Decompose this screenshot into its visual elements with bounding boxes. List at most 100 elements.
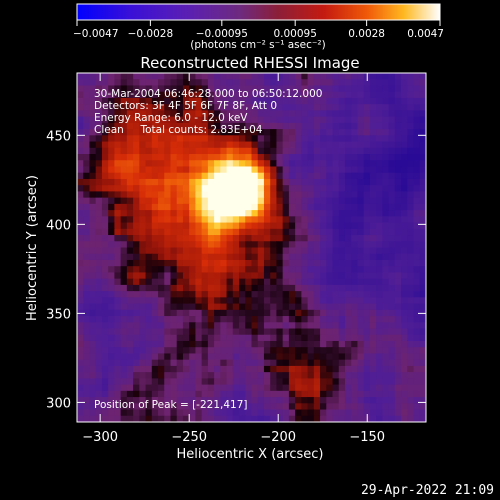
heatmap-cell — [89, 178, 97, 186]
heatmap-cell — [220, 91, 228, 99]
heatmap-cell — [114, 241, 122, 248]
heatmap-cell — [145, 359, 153, 367]
heatmap-cell — [407, 116, 415, 124]
heatmap-cell — [114, 110, 122, 118]
heatmap-cell — [276, 178, 284, 186]
heatmap-cell — [158, 309, 165, 317]
heatmap-cell — [394, 353, 402, 361]
heatmap-cell — [307, 334, 315, 342]
heatmap-cell — [357, 247, 365, 255]
heatmap-cell — [332, 191, 340, 199]
heatmap-cell — [288, 116, 296, 124]
heatmap-cell — [320, 309, 327, 317]
heatmap-cell — [182, 172, 190, 180]
heatmap-cell — [394, 197, 402, 205]
heatmap-cell — [245, 160, 252, 167]
heatmap-cell — [388, 147, 396, 155]
heatmap-cell — [114, 141, 122, 149]
heatmap-cell — [369, 104, 377, 111]
heatmap-cell — [344, 73, 352, 80]
heatmap-cell — [419, 235, 426, 242]
heatmap-cell — [77, 372, 84, 379]
heatmap-cell — [363, 97, 371, 105]
heatmap-cell — [376, 154, 383, 161]
heatmap-cell — [282, 384, 290, 392]
heatmap-cell — [363, 340, 371, 348]
heatmap-cell — [351, 197, 358, 205]
heatmap-cell — [139, 79, 147, 86]
heatmap-cell — [214, 228, 221, 236]
heatmap-cell — [145, 172, 153, 180]
heatmap-cell — [151, 73, 159, 80]
heatmap-cell — [332, 210, 340, 217]
heatmap-cell — [226, 365, 234, 373]
heatmap-cell — [114, 97, 122, 105]
heatmap-cell — [89, 266, 97, 273]
heatmap-cell — [338, 359, 346, 367]
heatmap-cell — [189, 197, 196, 205]
heatmap-cell — [320, 216, 327, 224]
heatmap-cell — [301, 160, 309, 167]
heatmap-cell — [139, 97, 147, 105]
heatmap-cell — [133, 409, 140, 417]
heatmap-cell — [239, 334, 246, 342]
heatmap-cell — [263, 403, 271, 411]
heatmap-cell — [89, 291, 97, 298]
heatmap-cell — [282, 403, 290, 411]
heatmap-cell — [108, 278, 115, 286]
heatmap-cell — [170, 197, 178, 205]
heatmap-cell — [295, 316, 302, 323]
heatmap-cell — [413, 104, 421, 111]
heatmap-cell — [139, 185, 147, 192]
heatmap-cell — [151, 210, 159, 217]
heatmap-cell — [344, 372, 352, 379]
heatmap-cell — [245, 104, 252, 111]
heatmap-cell — [263, 154, 271, 161]
heatmap-cell — [195, 79, 203, 86]
heatmap-cell — [326, 365, 334, 373]
heatmap-cell — [133, 97, 140, 105]
heatmap-cell — [313, 359, 321, 367]
heatmap-cell — [239, 185, 246, 192]
heatmap-cell — [369, 210, 377, 217]
heatmap-cell — [351, 259, 358, 267]
heatmap-cell — [257, 110, 265, 118]
colorbar-tick-label: −0.0047 — [73, 28, 119, 40]
heatmap-cell — [133, 154, 140, 161]
heatmap-cell — [301, 253, 309, 261]
heatmap-cell — [232, 122, 240, 130]
heatmap-cell — [419, 353, 426, 361]
heatmap-cell — [220, 166, 228, 174]
heatmap-cell — [145, 403, 153, 411]
heatmap-cell — [288, 104, 296, 111]
heatmap-cell — [344, 241, 352, 248]
heatmap-cell — [307, 91, 315, 99]
heatmap-cell — [413, 166, 421, 174]
heatmap-cell — [351, 73, 358, 80]
heatmap-cell — [351, 91, 358, 99]
heatmap-cell — [220, 409, 228, 417]
heatmap-cell — [77, 91, 84, 99]
heatmap-cell — [295, 129, 302, 136]
heatmap-cell — [351, 415, 358, 422]
heatmap-cell — [413, 210, 421, 217]
heatmap-cell — [158, 347, 165, 354]
heatmap-cell — [338, 284, 346, 292]
colorbar-tick-label: −0.00095 — [196, 28, 248, 40]
heatmap-cell — [170, 266, 178, 273]
heatmap-cell — [145, 91, 153, 99]
heatmap-cell — [369, 340, 377, 348]
heatmap-cell — [282, 253, 290, 261]
heatmap-cell — [214, 135, 221, 143]
heatmap-cell — [145, 241, 153, 248]
heatmap-cell — [282, 91, 290, 99]
heatmap-cell — [189, 191, 196, 199]
heatmap-cell — [95, 154, 103, 161]
heatmap-cell — [101, 353, 109, 361]
heatmap-cell — [114, 409, 122, 417]
heatmap-cell — [376, 309, 383, 317]
heatmap-cell — [95, 378, 103, 386]
heatmap-cell — [77, 228, 84, 236]
heatmap-cell — [101, 340, 109, 348]
heatmap-cell — [313, 216, 321, 224]
